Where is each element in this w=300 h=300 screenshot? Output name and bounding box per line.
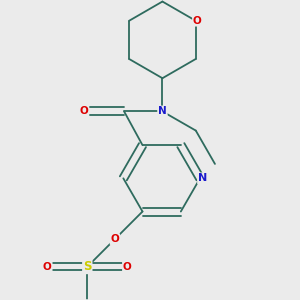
Text: S: S — [83, 260, 92, 273]
Text: O: O — [43, 262, 52, 272]
Text: N: N — [158, 106, 167, 116]
Text: N: N — [198, 173, 207, 183]
Text: O: O — [123, 262, 132, 272]
Text: O: O — [80, 106, 88, 116]
Text: O: O — [193, 16, 202, 26]
Text: O: O — [110, 234, 119, 244]
